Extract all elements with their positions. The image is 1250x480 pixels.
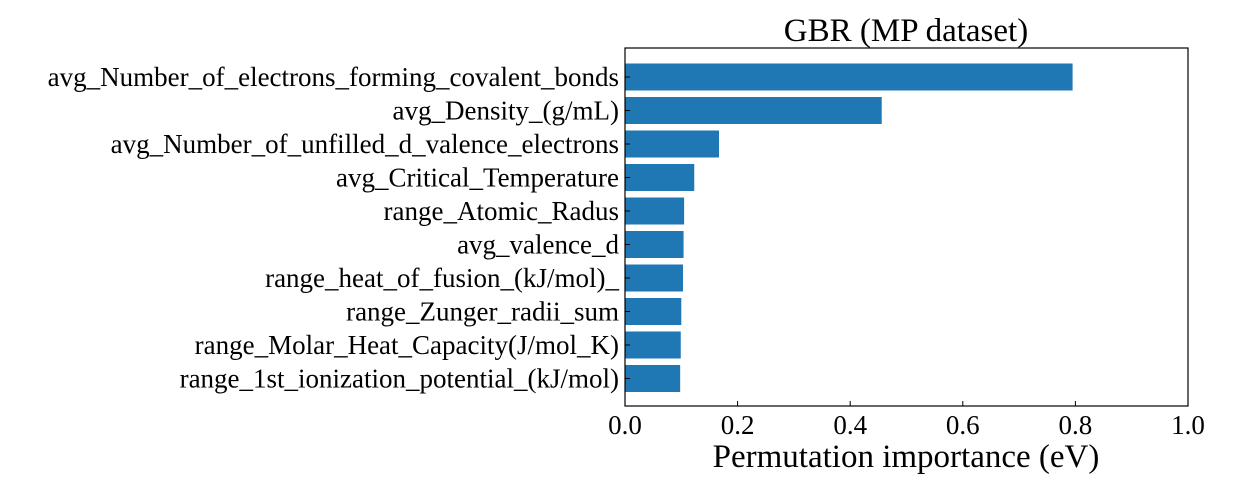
x-axis-label: Permutation importance (eV) [713, 439, 1100, 475]
category-label: avg_valence_d [457, 230, 619, 260]
x-tick-label: 1.0 [1171, 410, 1205, 440]
category-label: avg_Critical_Temperature [336, 163, 619, 193]
x-axis-ticks: 0.0 0.2 0.4 0.6 0.8 1.0 [608, 401, 1205, 440]
category-label: avg_Density_(g/mL) [393, 96, 619, 126]
category-label: avg_Number_of_unfilled_d_valence_electro… [111, 129, 619, 159]
category-label: range_Molar_Heat_Capacity(J/mol_K) [195, 330, 619, 360]
x-tick-label: 0.6 [946, 410, 980, 440]
x-tick-label: 0.8 [1059, 410, 1093, 440]
category-labels: avg_Number_of_electrons_forming_covalent… [48, 62, 630, 394]
bar [625, 298, 682, 325]
bar [625, 365, 681, 392]
bar [625, 164, 695, 191]
x-tick-label: 0.2 [721, 410, 755, 440]
category-label: range_Zunger_radii_sum [346, 297, 619, 327]
plot-frame [624, 47, 1189, 407]
x-tick-label: 0.4 [833, 410, 867, 440]
bar [625, 197, 685, 225]
chart-title: GBR (MP dataset) [784, 13, 1028, 49]
bar [625, 264, 683, 292]
category-label: range_1st_ionization_potential_(kJ/mol) [180, 364, 619, 394]
bar [625, 63, 1073, 91]
bars-group [625, 63, 1073, 392]
bar [625, 130, 720, 158]
category-label: range_heat_of_fusion_(kJ/mol)_ [265, 263, 619, 293]
category-label: avg_Number_of_electrons_forming_covalent… [48, 62, 619, 92]
x-tick-label: 0.0 [608, 410, 642, 440]
bar [625, 97, 882, 124]
bar [625, 331, 681, 359]
category-label: range_Atomic_Radus [384, 196, 619, 226]
bar [625, 231, 684, 258]
